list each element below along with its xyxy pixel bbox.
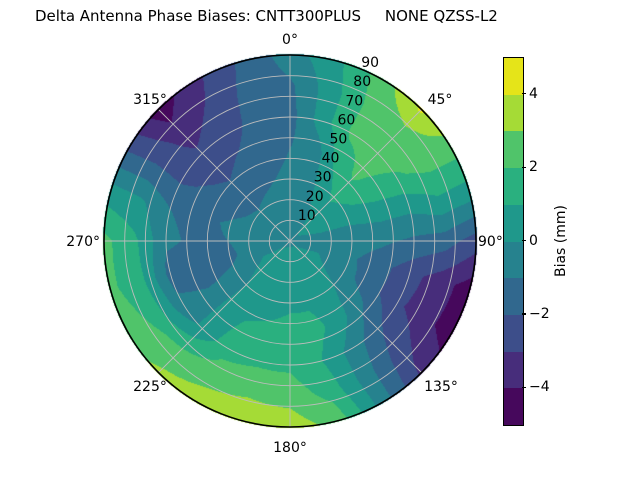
radial-tick-label: 10 (298, 208, 316, 224)
colorbar-tick-label: −2 (529, 305, 550, 322)
radial-tick-label: 40 (322, 151, 340, 167)
angular-gridline (289, 240, 422, 373)
colorbar-segment (504, 168, 523, 205)
angular-tick-label: 45° (428, 92, 453, 108)
radial-tick-label: 70 (345, 93, 363, 109)
angular-gridline (158, 240, 291, 373)
colorbar-segment (504, 388, 523, 426)
radial-tick-label: 80 (353, 74, 371, 90)
radial-tick-label: 60 (338, 112, 356, 128)
colorbar-segment (504, 131, 523, 169)
radial-tick-label: 30 (314, 170, 332, 186)
colorbar-tick-label: 2 (529, 159, 538, 176)
colorbar-label: Bias (mm) (553, 204, 569, 278)
colorbar-segment (504, 204, 523, 242)
radial-tick-label: 50 (330, 132, 348, 148)
colorbar-tick-mark (522, 239, 526, 242)
angular-tick-label: 180° (273, 440, 307, 456)
angular-tick-label: 0° (282, 32, 298, 48)
colorbar-tick-mark (522, 313, 526, 315)
polar-axis-boundary (103, 54, 477, 428)
radial-tick-label: 20 (306, 189, 324, 205)
colorbar-tick-mark (522, 386, 526, 388)
chart-title: Delta Antenna Phase Biases: CNTT300PLUS … (35, 7, 498, 25)
colorbar-segment (504, 58, 523, 95)
angular-gridline (289, 109, 422, 242)
colorbar-tick-label: −4 (529, 379, 550, 396)
colorbar-tick-mark (522, 93, 526, 95)
angular-tick-label: 135° (424, 379, 458, 395)
colorbar-tick-mark (522, 166, 526, 168)
colorbar-tick-label: 4 (529, 85, 538, 102)
angular-gridline (158, 109, 291, 242)
colorbar-segment (504, 351, 523, 389)
angular-tick-label: 315° (133, 92, 167, 108)
colorbar-segment (504, 241, 523, 279)
radial-tick-label: 90 (361, 55, 379, 71)
colorbar-segment (504, 94, 523, 132)
angular-tick-label: 225° (133, 379, 167, 395)
angular-tick-label: 270° (66, 234, 100, 250)
colorbar-tick-label: 0 (529, 232, 538, 249)
colorbar-segment (504, 314, 523, 352)
colorbar (503, 57, 524, 426)
colorbar-segment (504, 278, 523, 315)
angular-tick-label: 90° (478, 234, 503, 250)
